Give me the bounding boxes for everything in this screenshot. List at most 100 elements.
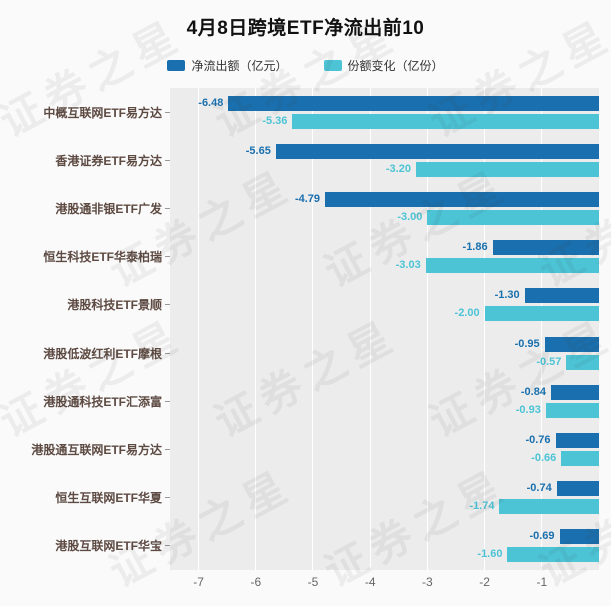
bar — [545, 402, 599, 418]
bar-row: -2.00 — [170, 306, 599, 322]
x-tick-label: -6 — [250, 575, 262, 589]
legend-item-net-outflow[interactable]: 净流出额（亿元） — [167, 57, 288, 74]
gridline — [426, 88, 428, 570]
gridline — [541, 88, 543, 570]
plot-area: -6.48 -5.36 -5.65 -3.20 -4.79 -3.00 -1.86 -3.03… — [170, 88, 599, 570]
category-label: 港股通互联网ETF易方达 — [31, 443, 162, 458]
y-axis-tick — [165, 545, 170, 547]
category-label: 港股科技ETF景顺 — [67, 298, 162, 313]
bar-group: -0.84 -0.93 — [170, 377, 599, 425]
x-tick-label: -2 — [479, 575, 490, 589]
value-label: -3.00 — [397, 211, 423, 223]
bar-group: -1.30 -2.00 — [170, 281, 599, 329]
legend-swatch-net-outflow — [167, 60, 186, 71]
bar — [499, 499, 599, 515]
bar — [292, 113, 599, 129]
bar-row: -3.00 — [170, 210, 599, 225]
x-axis: -7 -6 -5 -4 -3 -2 -1 — [170, 575, 599, 591]
category-row: 港股通科技ETF汇添富 — [0, 377, 170, 425]
legend: 净流出额（亿元） 份额变化（亿份） — [0, 57, 611, 74]
bar — [555, 433, 599, 449]
legend-label-net-outflow: 净流出额（亿元） — [191, 59, 288, 73]
bar-row: -4.79 — [170, 192, 599, 207]
y-axis-tick — [165, 352, 170, 354]
gridline — [484, 88, 486, 570]
bar-row: -3.20 — [170, 161, 599, 177]
bar-row: -0.84 — [170, 384, 599, 400]
value-label: -0.93 — [515, 403, 541, 416]
bar-row: -5.36 — [170, 113, 599, 129]
value-label: -1.60 — [477, 548, 503, 561]
value-label: -3.20 — [385, 162, 411, 175]
value-label: -5.36 — [262, 114, 288, 127]
bar-group: -0.69 -1.60 — [170, 522, 599, 570]
bar — [484, 306, 599, 322]
legend-swatch-share-change — [323, 60, 342, 71]
value-label: -0.95 — [514, 337, 540, 350]
category-axis: 中概互联网ETF易方达香港证券ETF易方达 港股通非银ETF广发恒生科技ETF华泰… — [0, 88, 170, 570]
bar — [566, 354, 599, 370]
bar-row: -0.93 — [170, 402, 599, 418]
x-tick-label: -4 — [364, 575, 376, 589]
value-label: -1.30 — [494, 289, 520, 302]
bar-row: -1.86 — [170, 240, 599, 256]
bar — [544, 336, 599, 352]
x-tick-label: -1 — [536, 575, 548, 589]
category-label: 中概互联网ETF易方达 — [43, 105, 162, 120]
gridline — [369, 88, 371, 570]
y-axis-tick — [165, 111, 170, 113]
bar — [492, 240, 599, 256]
y-axis-tick — [165, 256, 170, 258]
category-row: 恒生科技ETF华泰柏瑞 — [0, 233, 170, 281]
category-row: 港股科技ETF景顺 — [0, 281, 170, 329]
category-row: 港股低波红利ETF摩根 — [0, 329, 170, 377]
bar — [556, 481, 599, 497]
value-label: -5.65 — [245, 144, 271, 157]
value-label: -0.74 — [526, 482, 552, 495]
value-label: -6.48 — [198, 96, 224, 109]
value-label: -0.57 — [536, 355, 562, 368]
bar-row: -5.65 — [170, 143, 599, 159]
bar-row: -1.74 — [170, 499, 599, 515]
bar — [561, 451, 599, 467]
bar-row: -1.60 — [170, 547, 599, 563]
legend-label-share-change: 份额变化（亿份） — [347, 59, 444, 73]
y-axis-tick — [165, 400, 170, 402]
category-label: 港股通非银ETF广发 — [55, 202, 162, 216]
category-label: 恒生科技ETF华泰柏瑞 — [43, 250, 162, 265]
y-axis-tick — [165, 304, 170, 306]
category-label: 港股互联网ETF华宝 — [55, 539, 162, 554]
bar — [415, 161, 599, 177]
category-label: 港股通科技ETF汇添富 — [43, 394, 162, 409]
bar-row: -0.74 — [170, 481, 599, 497]
bar — [425, 258, 599, 274]
bar — [228, 95, 599, 111]
bar-group: -4.79 -3.00 — [170, 184, 599, 232]
value-label: -1.86 — [462, 241, 488, 254]
legend-item-share-change[interactable]: 份额变化（亿份） — [323, 57, 444, 74]
value-label: -3.03 — [395, 259, 421, 272]
bar-group: -0.76 -0.66 — [170, 425, 599, 473]
bar — [559, 529, 599, 545]
category-row: 中概互联网ETF易方达 — [0, 88, 170, 136]
y-axis-tick — [165, 159, 170, 161]
category-row: 香港证券ETF易方达 — [0, 136, 170, 184]
bar-group: -5.65 -3.20 — [170, 136, 599, 184]
bar-row: -0.69 — [170, 529, 599, 545]
bar-row: -3.03 — [170, 258, 599, 274]
value-label: -0.76 — [525, 434, 551, 447]
value-label: -0.84 — [520, 385, 546, 398]
bar — [507, 547, 599, 563]
bar-group: -0.95 -0.57 — [170, 329, 599, 377]
category-label: 香港证券ETF易方达 — [55, 153, 162, 168]
value-label: -4.79 — [294, 193, 321, 205]
category-label: 港股低波红利ETF摩根 — [43, 346, 162, 361]
bar — [325, 192, 599, 207]
bar — [427, 210, 599, 225]
x-tick-label: -7 — [193, 575, 204, 589]
chart-title: 4月8日跨境ETF净流出前10 — [186, 18, 425, 39]
bar-group: -0.74 -1.74 — [170, 474, 599, 522]
bar-row: -6.48 — [170, 95, 599, 111]
value-label: -0.66 — [531, 452, 557, 465]
